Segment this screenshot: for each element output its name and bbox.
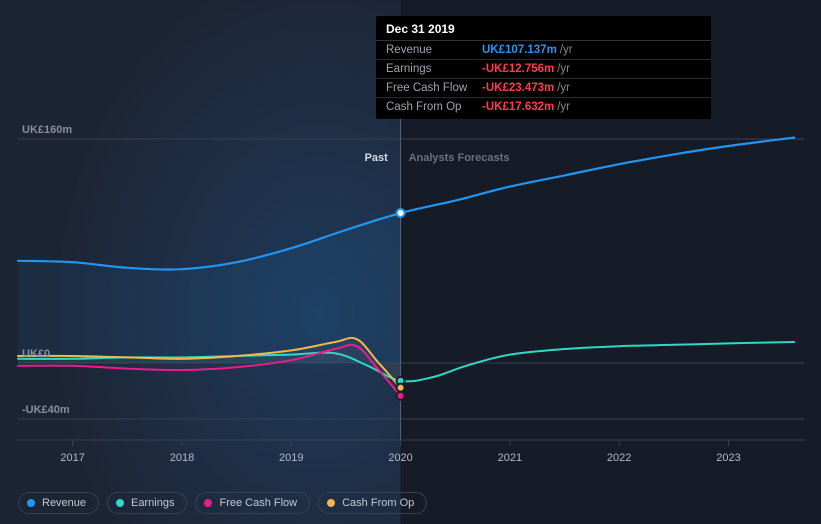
legend-item-revenue[interactable]: Revenue (18, 492, 99, 514)
x-axis-label: 2019 (279, 452, 303, 464)
past-label: Past (365, 152, 388, 164)
x-axis-label: 2017 (60, 452, 84, 464)
tooltip-row-label: Free Cash Flow (386, 82, 482, 94)
tooltip-row-value: -UK£17.632m (482, 101, 554, 113)
legend-item-earnings[interactable]: Earnings (107, 492, 187, 514)
tooltip-row: RevenueUK£107.137m/yr (376, 41, 711, 60)
legend-dot-icon (27, 499, 35, 507)
tooltip-row-label: Cash From Op (386, 101, 482, 113)
tooltip-row-unit: /yr (557, 82, 570, 94)
legend-dot-icon (327, 499, 335, 507)
x-axis-label: 2018 (170, 452, 194, 464)
tooltip-row: Free Cash Flow-UK£23.473m/yr (376, 79, 711, 98)
chart-legend: Revenue Earnings Free Cash Flow Cash From O… (18, 492, 427, 514)
tooltip-row-value: UK£107.137m (482, 44, 557, 56)
tooltip-row: Earnings-UK£12.756m/yr (376, 60, 711, 79)
x-axis-label: 2022 (607, 452, 631, 464)
legend-item-freeCashFlow[interactable]: Free Cash Flow (195, 492, 310, 514)
y-axis-label: -UK£40m (22, 404, 70, 416)
tooltip-row-value: -UK£12.756m (482, 63, 554, 75)
tooltip-title: Dec 31 2019 (376, 22, 711, 41)
chart-tooltip: Dec 31 2019 RevenueUK£107.137m/yrEarning… (376, 16, 711, 119)
legend-item-label: Revenue (42, 497, 86, 509)
tooltip-row-label: Earnings (386, 63, 482, 75)
legend-item-cashFromOp[interactable]: Cash From Op (318, 492, 427, 514)
x-axis-label: 2023 (716, 452, 740, 464)
tooltip-row-unit: /yr (557, 101, 570, 113)
forecast-label: Analysts Forecasts (409, 152, 510, 164)
legend-dot-icon (116, 499, 124, 507)
legend-item-label: Earnings (131, 497, 174, 509)
legend-item-label: Cash From Op (342, 497, 414, 509)
y-axis-label: UK£0 (22, 348, 50, 360)
tooltip-row: Cash From Op-UK£17.632m/yr (376, 98, 711, 119)
financials-chart: UK£160m UK£0 -UK£40m 2017 2018 2019 2020 2021 2… (0, 0, 821, 524)
y-axis-label: UK£160m (22, 124, 72, 136)
tooltip-row-value: -UK£23.473m (482, 82, 554, 94)
x-axis-label: 2021 (498, 452, 522, 464)
tooltip-row-unit: /yr (557, 63, 570, 75)
legend-dot-icon (204, 499, 212, 507)
legend-item-label: Free Cash Flow (219, 497, 297, 509)
tooltip-row-label: Revenue (386, 44, 482, 56)
x-axis-label: 2020 (388, 452, 412, 464)
tooltip-row-unit: /yr (560, 44, 573, 56)
